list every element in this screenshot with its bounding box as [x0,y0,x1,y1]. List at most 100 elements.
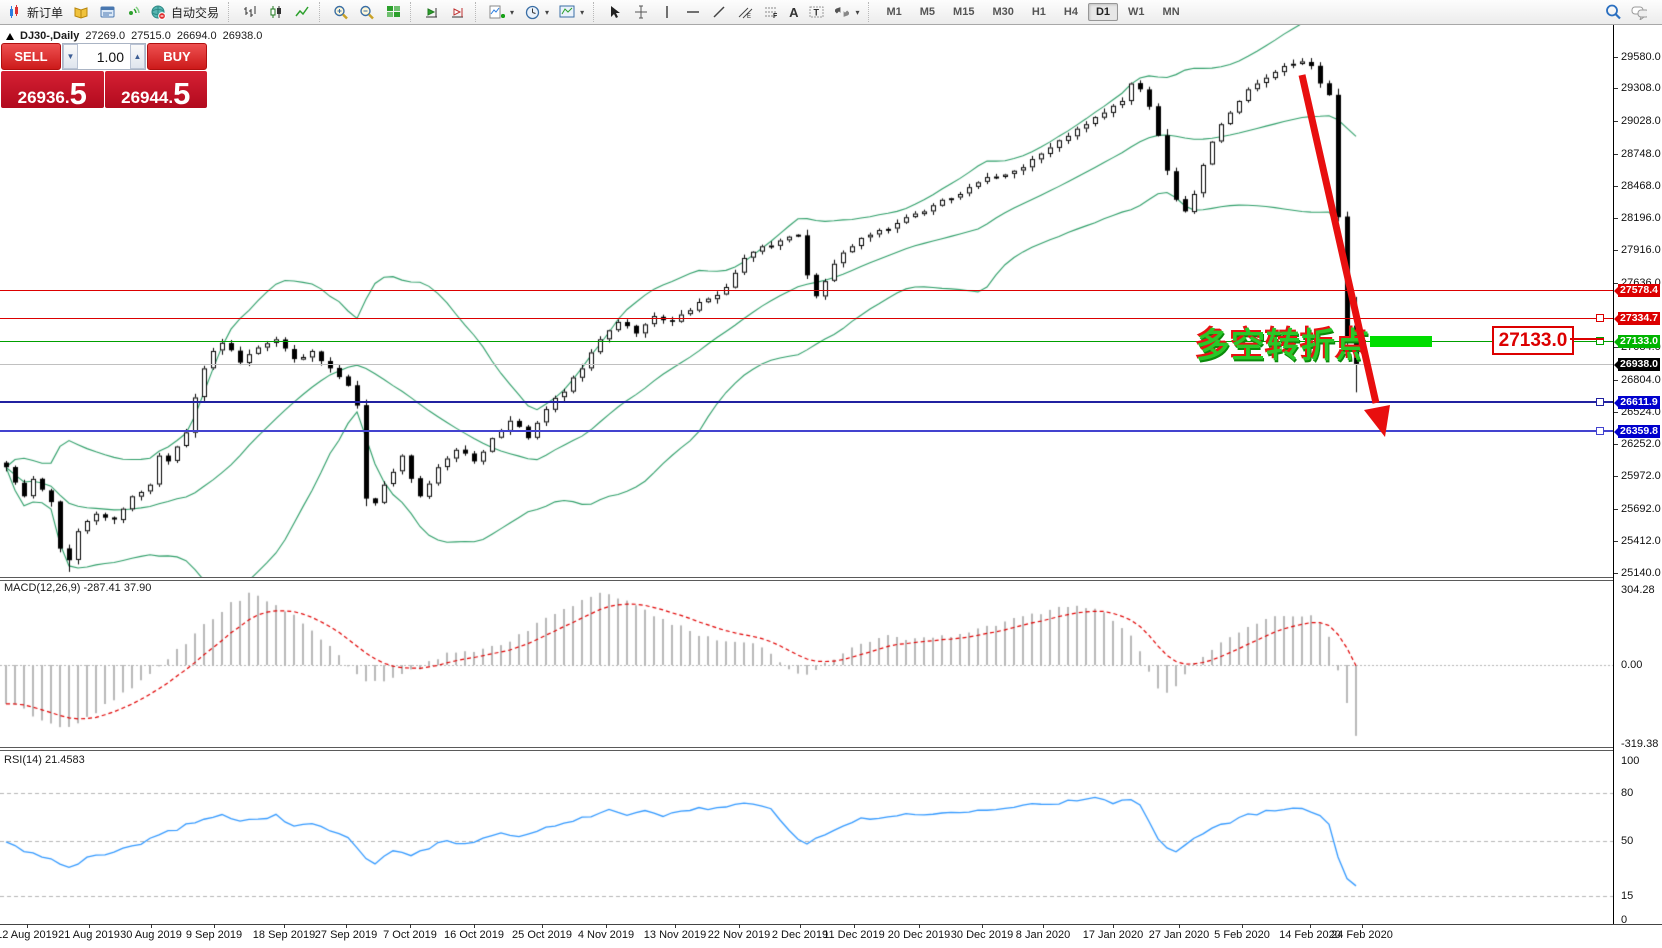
journal-button[interactable] [69,2,93,23]
equidistant-channel-icon: E [737,4,753,20]
auto-scroll-button[interactable] [420,2,444,23]
buy-button[interactable]: BUY [147,43,207,70]
price-axis[interactable]: 27578.4 27334.7 27133.0 26938.0 26611.9 26359… [1613,25,1662,926]
time-axis-label: 14 Feb 2020 [1279,929,1341,941]
zoom-out-button[interactable] [355,2,379,23]
hline-marker[interactable] [1596,337,1604,345]
time-axis-label: 2 Dec 2019 [771,929,829,941]
hline-marker[interactable] [1596,427,1604,435]
new-order-label: 新订单 [27,5,64,20]
hline-27578.4[interactable] [0,290,1613,291]
axis-tick [1614,476,1618,477]
channel-tool-button[interactable]: E [733,2,757,23]
axis-tick [1614,250,1618,251]
timeframe-button-H1[interactable]: H1 [1031,6,1046,18]
hline-26359.8[interactable] [0,430,1613,432]
time-axis-label: 21 Aug 2019 [58,929,120,941]
chart-title: DJ30-,Daily 27269.0 27515.0 26694.0 2693… [6,30,262,42]
comments-icon[interactable] [1631,4,1647,20]
timeframe-button-M5[interactable]: M5 [919,6,936,18]
volume-value[interactable]: 1.00 [96,48,124,65]
symbol-marker-icon [6,32,14,40]
ohlc-close: 26938.0 [222,30,263,42]
price-axis-label: 25140.0 [1621,567,1661,580]
trendline-tool-button[interactable] [707,2,731,23]
pane-separator-macd[interactable] [0,577,1613,581]
annotation-text[interactable]: 多空转折点 [1196,327,1371,365]
label-tool-button[interactable]: T [804,2,828,23]
hline-27334.7[interactable] [0,318,1613,319]
template-button[interactable]: ▾ [555,2,588,23]
text-tool-button[interactable]: A [785,2,802,23]
price-axis-label: 29308.0 [1621,82,1661,95]
price-axis-label: 28748.0 [1621,147,1661,160]
timeframe-button-M1[interactable]: M1 [886,6,902,18]
rsi-pane-canvas[interactable] [0,751,1613,924]
time-axis-label: 5 Feb 2020 [1214,929,1270,941]
time-axis-tick [1310,924,1311,928]
hline-26938.0[interactable] [0,364,1613,365]
sell-button[interactable]: SELL [1,43,61,70]
annotation-green-bar[interactable] [1370,336,1432,347]
autotrade-button[interactable]: 自动交易 [147,2,223,23]
timeframe-button-M30[interactable]: M30 [992,6,1014,18]
add-indicator-button[interactable]: ▾ [485,2,518,23]
time-axis-tick [800,924,801,928]
vertical-line-tool-button[interactable] [655,2,679,23]
bar-chart-mode-button[interactable] [238,2,262,23]
volume-decrease-button[interactable]: ▼ [63,44,78,69]
fibonacci-tool-button[interactable]: F [759,2,783,23]
time-axis-label: 13 Nov 2019 [643,929,707,941]
rsi-axis-label: 0 [1621,914,1628,926]
zoom-in-button[interactable] [329,2,353,23]
timeframe-button-M15[interactable]: M15 [953,6,975,18]
text-label-icon: T [808,4,824,20]
line-chart-mode-button[interactable] [290,2,314,23]
hline-26611.9[interactable] [0,401,1613,403]
macd-pane-canvas[interactable] [0,581,1613,747]
tile-windows-button[interactable] [381,2,405,23]
tile-windows-icon [385,4,401,20]
template-icon [559,4,575,20]
annotation-price-box[interactable]: 27133.0 [1492,326,1574,355]
market-watch-icon [99,4,115,20]
cursor-tool-button[interactable] [603,2,627,23]
toolbar-separator [593,2,598,22]
buy-price-main: 26944 [121,88,169,107]
crosshair-tool-button[interactable] [629,2,653,23]
market-watch-button[interactable] [95,2,119,23]
arrows-tool-button[interactable]: ▾ [830,2,863,23]
sell-price[interactable]: 26936. 5 [1,71,104,109]
periods-button[interactable]: ▾ [520,2,553,23]
timeframe-button-H4[interactable]: H4 [1063,6,1078,18]
price-badge-27334.7: 27334.7 [1614,312,1660,325]
timeframe-button-MN[interactable]: MN [1162,6,1180,18]
text-icon: A [789,4,799,20]
sell-price-dot: . [64,88,70,107]
time-axis-label: 25 Oct 2019 [512,929,572,941]
axis-tick [1614,283,1618,284]
hline-27133.0[interactable] [0,341,1613,342]
horizontal-line-tool-button[interactable] [681,2,705,23]
new-order-button[interactable]: 新订单 [3,2,67,23]
candlestick-mode-button[interactable] [264,2,288,23]
volume-increase-button[interactable]: ▲ [130,44,145,69]
timeframe-button-W1[interactable]: W1 [1128,6,1145,18]
annotation-price-box-connector [1570,338,1604,340]
time-axis-tick [284,924,285,928]
chart-area: DJ30-,Daily 27269.0 27515.0 26694.0 2693… [0,25,1662,948]
price-axis-label: 25412.0 [1621,535,1661,548]
hline-marker[interactable] [1596,314,1604,322]
symbol-period-label: DJ30-,Daily [20,30,80,42]
time-axis-label: 9 Sep 2019 [185,929,243,941]
pane-separator-rsi[interactable] [0,747,1613,751]
buy-price[interactable]: 26944. 5 [104,71,207,109]
time-axis-label: 7 Oct 2019 [383,929,437,941]
signals-button[interactable] [121,2,145,23]
search-icon[interactable] [1605,4,1621,20]
timeframe-button-D1[interactable]: D1 [1087,3,1119,21]
chart-shift-button[interactable] [446,2,470,23]
hline-marker[interactable] [1596,398,1604,406]
price-chart-canvas[interactable] [0,25,1613,578]
